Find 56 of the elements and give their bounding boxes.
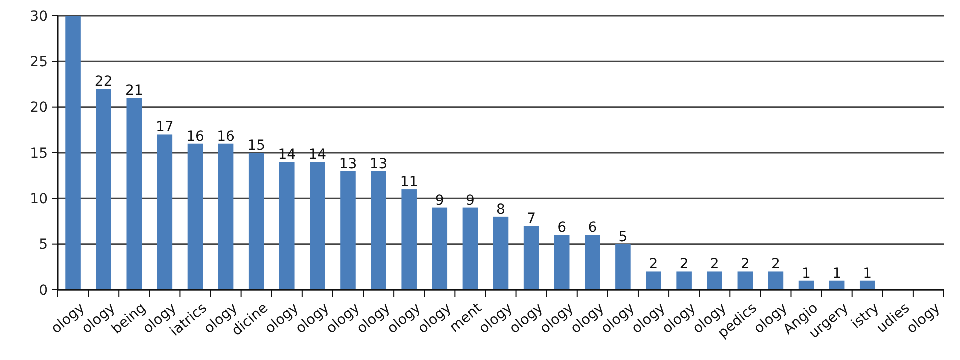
data-label: 13: [339, 156, 358, 172]
y-tick-label: 10: [30, 192, 48, 208]
data-label: 22: [94, 74, 113, 90]
data-label: 21: [125, 83, 144, 100]
data-label: 6: [558, 220, 567, 236]
data-label: 6: [588, 220, 598, 236]
y-tick-label: 5: [39, 237, 48, 254]
bar: [616, 244, 631, 290]
bar: [524, 226, 540, 290]
y-tick-label: 0: [39, 282, 48, 299]
data-label: 17: [156, 120, 174, 136]
data-label: 16: [186, 128, 204, 145]
bar: [371, 171, 386, 290]
bar: [676, 272, 692, 290]
bar: [402, 190, 417, 290]
data-label: 15: [248, 138, 266, 154]
bar: [218, 144, 234, 290]
bar: [188, 144, 204, 290]
data-label: 1: [832, 266, 842, 282]
bar: [768, 272, 784, 290]
bar: [860, 280, 876, 290]
bar: [798, 280, 814, 290]
y-tick-label: 25: [30, 54, 48, 71]
bar: [554, 235, 570, 290]
bar: [707, 272, 722, 290]
data-label: 2: [680, 256, 689, 273]
bar: [585, 235, 600, 290]
bar: [66, 16, 81, 290]
data-label: 2: [772, 256, 780, 273]
bar: [462, 208, 478, 290]
bar: [829, 280, 845, 290]
y-tick-label: 15: [30, 146, 48, 162]
data-label: 13: [370, 156, 388, 172]
data-label: 7: [527, 211, 536, 228]
bar: [310, 162, 326, 290]
bar: [96, 89, 112, 290]
bar: [248, 153, 264, 290]
data-label: 1: [863, 266, 872, 282]
bar: [646, 272, 662, 290]
data-label: 2: [649, 256, 658, 273]
y-tick-label: 30: [30, 8, 48, 25]
bar: [432, 208, 448, 290]
bar: [157, 134, 173, 290]
data-label: 5: [618, 229, 628, 246]
data-label: 2: [710, 256, 720, 273]
bar: [126, 98, 142, 290]
data-label: 11: [400, 174, 418, 191]
data-label: 1: [802, 266, 811, 282]
data-label: 8: [496, 202, 506, 218]
y-tick-label: 20: [30, 100, 48, 116]
bar: [280, 162, 295, 290]
bar: [340, 171, 356, 290]
bar: [493, 216, 509, 290]
bar: [738, 272, 754, 290]
data-label: 16: [217, 128, 236, 145]
data-label: 2: [740, 256, 750, 273]
